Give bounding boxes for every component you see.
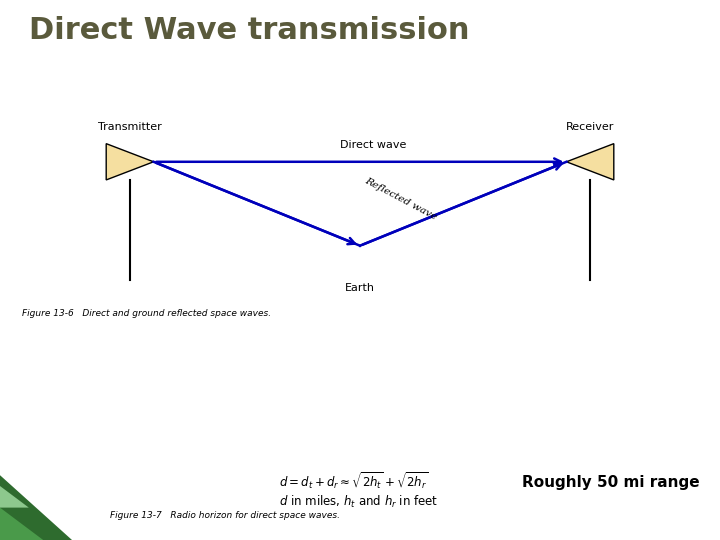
Text: Figure 13-7   Radio horizon for direct space waves.: Figure 13-7 Radio horizon for direct spa… (109, 511, 340, 519)
Polygon shape (107, 144, 153, 180)
Text: Receiver: Receiver (566, 122, 614, 132)
Text: Earth: Earth (345, 284, 375, 293)
Polygon shape (567, 144, 613, 180)
Text: Figure 13-6   Direct and ground reflected space waves.: Figure 13-6 Direct and ground reflected … (22, 309, 271, 318)
Text: Roughly 50 mi range: Roughly 50 mi range (523, 475, 700, 490)
Text: $d = d_t + d_r \approx \sqrt{2h_t} + \sqrt{2h_r}$: $d = d_t + d_r \approx \sqrt{2h_t} + \sq… (279, 470, 428, 491)
Text: $d$ in miles, $h_t$ and $h_r$ in feet: $d$ in miles, $h_t$ and $h_r$ in feet (279, 494, 438, 510)
Text: Reflected wave: Reflected wave (363, 177, 438, 222)
Text: Direct Wave transmission: Direct Wave transmission (29, 16, 469, 45)
Text: Transmitter: Transmitter (98, 122, 162, 132)
Text: Direct wave: Direct wave (341, 140, 407, 151)
